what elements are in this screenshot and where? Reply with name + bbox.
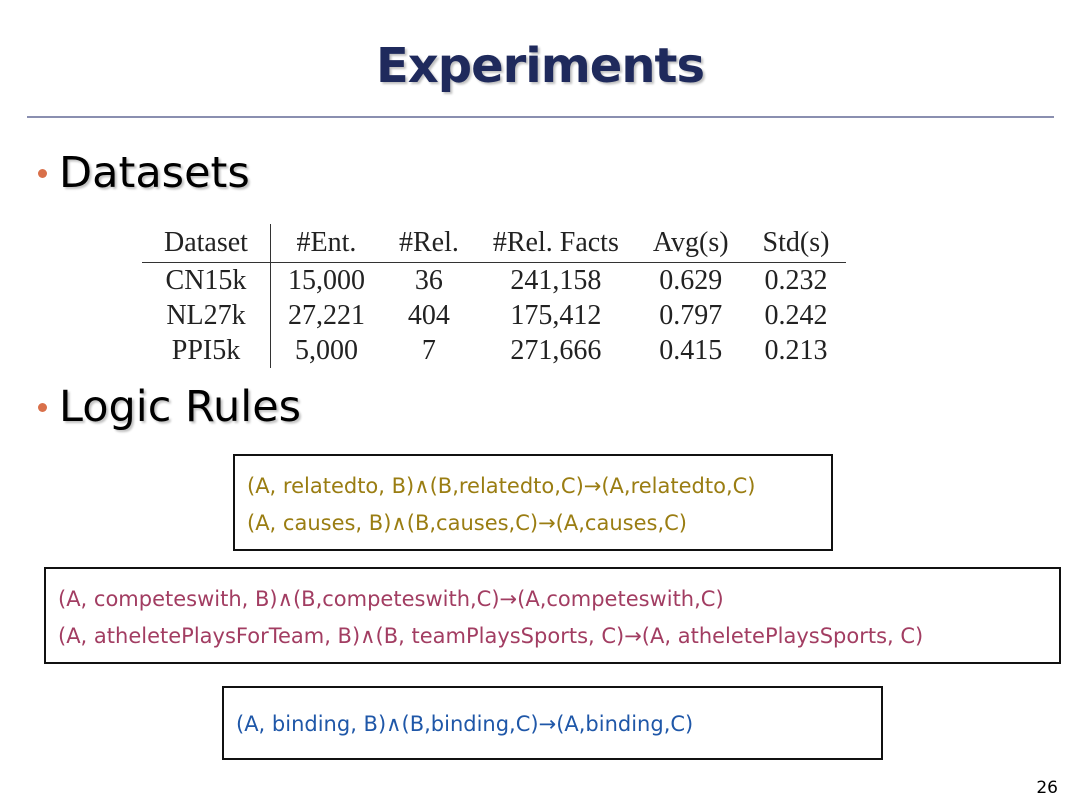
table-cell: 271,666 xyxy=(510,334,602,366)
table-cell: 241,158 xyxy=(510,264,602,296)
table-cell: 0.232 xyxy=(764,264,828,296)
rule-line: (A, competeswith, B)∧(B,competeswith,C)→… xyxy=(58,587,724,611)
rule-box-ppi5k: (A, binding, B)∧(B,binding,C)→(A,binding… xyxy=(222,686,883,760)
rule-line: (A, relatedto, B)∧(B,relatedto,C)→(A,rel… xyxy=(247,474,756,498)
bullet-logic-rules: Logic Rules xyxy=(38,382,301,432)
rule-line: (A, binding, B)∧(B,binding,C)→(A,binding… xyxy=(236,712,694,736)
rule-line: (A, causes, B)∧(B,causes,C)→(A,causes,C) xyxy=(247,511,687,535)
table-cell: 15,000 xyxy=(287,264,365,296)
table-header-row: Dataset #Ent. #Rel. #Rel. Facts Avg(s) S… xyxy=(142,224,847,263)
header-rel-facts: #Rel. Facts xyxy=(492,227,619,258)
header-rel: #Rel. xyxy=(398,227,459,258)
bullet-dot-icon xyxy=(38,168,47,178)
table-cell: 36 xyxy=(414,264,443,296)
table-cell: 0.415 xyxy=(659,334,723,366)
bullet-dot-icon xyxy=(38,402,47,412)
table-row: NL27k 27,221 404 175,412 0.797 0.242 xyxy=(142,298,846,333)
table-row: PPI5k 5,000 7 271,666 0.415 0.213 xyxy=(142,333,846,368)
header-ent: #Ent. xyxy=(296,227,357,258)
rule-box-nl27k: (A, competeswith, B)∧(B,competeswith,C)→… xyxy=(44,567,1061,664)
table-cell: 5,000 xyxy=(294,334,358,366)
datasets-table: Dataset #Ent. #Rel. #Rel. Facts Avg(s) S… xyxy=(142,224,847,368)
table-cell: 0.242 xyxy=(764,299,828,331)
rule-line: (A, atheletePlaysForTeam, B)∧(B, teamPla… xyxy=(58,624,924,648)
header-dataset: Dataset xyxy=(142,224,271,263)
rule-box-cn15k: (A, relatedto, B)∧(B,relatedto,C)→(A,rel… xyxy=(233,454,833,551)
header-avg: Avg(s) xyxy=(652,227,729,258)
table-cell: 404 xyxy=(407,299,450,331)
table-cell: NL27k xyxy=(142,298,271,333)
table-cell: 0.797 xyxy=(659,299,723,331)
table-cell: PPI5k xyxy=(142,333,271,368)
table-cell: 0.629 xyxy=(659,264,723,296)
table-row: CN15k 15,000 36 241,158 0.629 0.232 xyxy=(142,262,846,298)
bullet-label: Logic Rules xyxy=(59,382,302,432)
table-cell: 7 xyxy=(421,334,436,366)
header-std: Std(s) xyxy=(762,227,830,258)
table-cell: CN15k xyxy=(142,262,271,298)
title-divider xyxy=(27,116,1054,118)
table-cell: 0.213 xyxy=(764,334,828,366)
table-cell: 175,412 xyxy=(510,299,602,331)
page-number: 26 xyxy=(1036,778,1058,798)
table-cell: 27,221 xyxy=(287,299,365,331)
slide-title: Experiments xyxy=(375,38,705,94)
bullet-datasets: Datasets xyxy=(38,148,250,198)
bullet-label: Datasets xyxy=(59,148,250,198)
